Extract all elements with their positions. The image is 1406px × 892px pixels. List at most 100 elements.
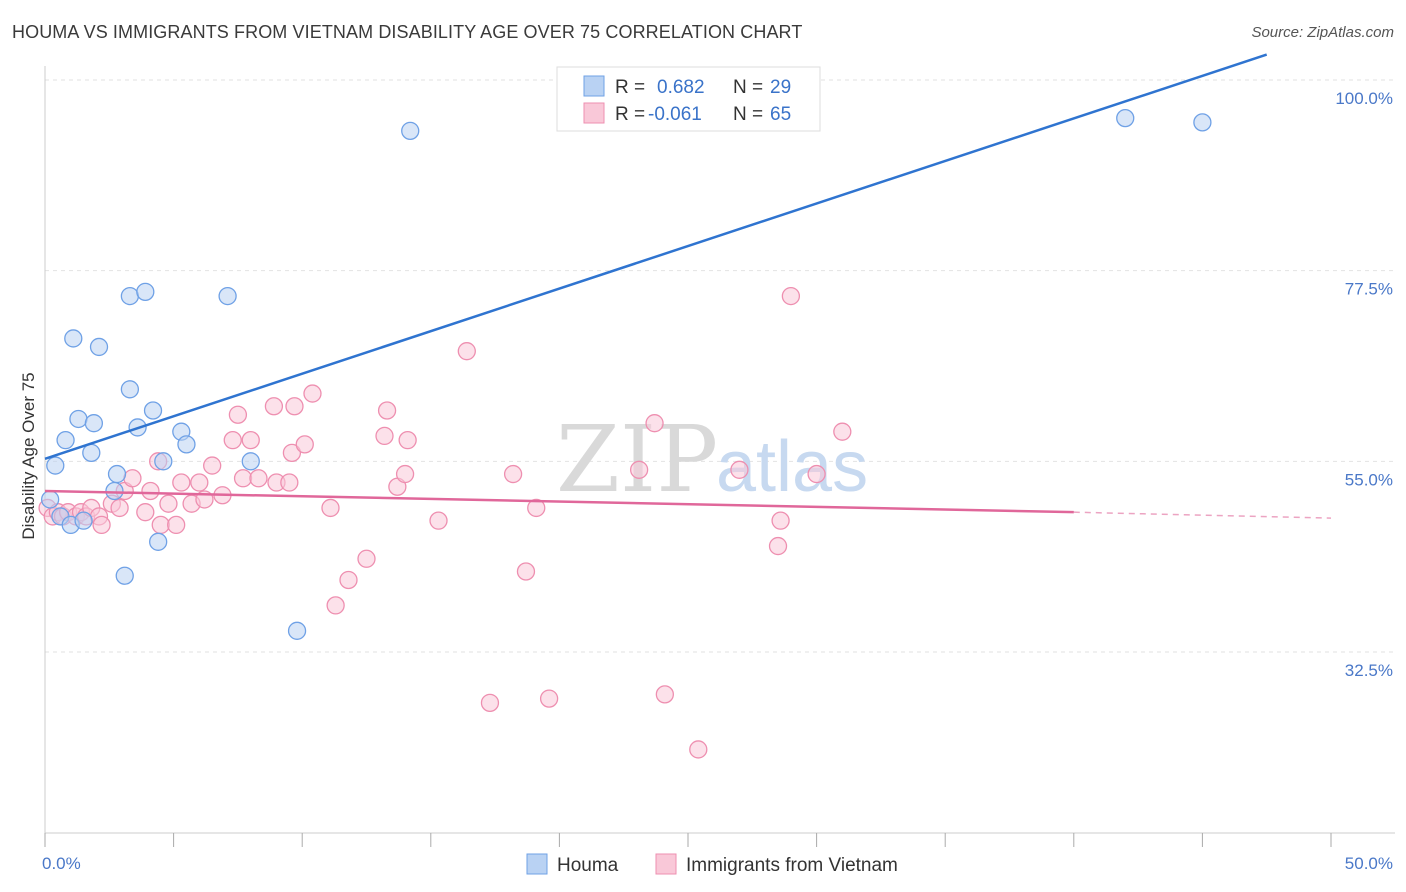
legend-r-label-houma: R = — [615, 77, 645, 98]
houma-point-8 — [82, 443, 101, 463]
y-tick-labels: 100.0% 77.5% 55.0% 32.5% — [1335, 89, 1393, 680]
series-houma-points — [40, 108, 1212, 640]
immigrants-point-10 — [92, 515, 111, 535]
immigrants-point-15 — [136, 503, 155, 522]
immigrants-point-34 — [280, 473, 299, 492]
y-tick-label-0: 100.0% — [1335, 89, 1393, 108]
immigrants-point-14 — [123, 469, 142, 488]
houma-point-12 — [107, 464, 127, 484]
immigrants-point-59 — [730, 460, 749, 479]
houma-point-20 — [154, 452, 173, 471]
immigrants-point-61 — [771, 511, 790, 530]
immigrants-point-18 — [151, 515, 170, 535]
immigrants-trend-line — [44, 489, 1074, 514]
immigrants-point-49 — [457, 342, 476, 361]
legend-r-label-immigrants: R = — [615, 104, 645, 125]
houma-point-24 — [241, 452, 260, 471]
immigrants-point-44 — [377, 401, 397, 420]
houma-point-11 — [105, 481, 124, 501]
legend-swatch-immigrants — [583, 102, 605, 124]
immigrants-point-27 — [223, 430, 242, 450]
chart-title: HOUMA VS IMMIGRANTS FROM VIETNAM DISABIL… — [12, 22, 803, 42]
immigrants-point-51 — [503, 464, 523, 484]
immigrants-trend-line-extension — [1073, 511, 1332, 519]
y-tick-label-2: 55.0% — [1345, 470, 1393, 489]
immigrants-point-32 — [264, 397, 284, 416]
immigrants-point-12 — [110, 498, 129, 518]
houma-point-22 — [177, 435, 196, 454]
grid-lines — [45, 79, 1395, 653]
immigrants-point-36 — [285, 397, 304, 416]
houma-point-9 — [84, 414, 104, 433]
immigrants-point-28 — [228, 405, 248, 424]
houma-point-0 — [40, 490, 60, 509]
legend-r-value-immigrants: -0.061 — [648, 104, 702, 125]
immigrants-point-47 — [398, 430, 417, 450]
immigrants-point-60 — [768, 536, 788, 556]
houma-point-18 — [143, 401, 163, 420]
series-immigrants-points — [38, 286, 852, 759]
y-tick-label-3: 32.5% — [1345, 661, 1393, 680]
houma-point-14 — [120, 380, 140, 399]
immigrants-point-52 — [516, 562, 536, 581]
houma-point-26 — [401, 121, 420, 140]
immigrants-point-38 — [303, 384, 322, 403]
x-tick-label-1: 50.0% — [1345, 854, 1393, 873]
immigrants-point-16 — [141, 481, 160, 501]
immigrants-point-53 — [527, 498, 546, 518]
immigrants-point-30 — [241, 430, 260, 450]
immigrants-point-56 — [645, 414, 664, 433]
axes — [44, 66, 1395, 847]
immigrants-point-54 — [539, 689, 559, 708]
legend-r-value-houma: 0.682 — [657, 77, 705, 98]
houma-point-13 — [115, 566, 134, 585]
source-credit: Source: ZipAtlas.com — [1251, 24, 1394, 41]
immigrants-point-64 — [833, 422, 852, 441]
x-tick-labels: 0.0% 50.0% — [42, 854, 1393, 873]
houma-point-5 — [64, 329, 83, 348]
immigrants-point-19 — [159, 494, 178, 513]
immigrants-point-43 — [375, 426, 394, 446]
immigrants-point-35 — [282, 443, 302, 463]
immigrants-point-39 — [321, 498, 340, 518]
series-legend: Houma Immigrants from Vietnam — [526, 853, 898, 876]
houma-trend-line — [44, 53, 1268, 460]
immigrants-point-50 — [480, 693, 500, 712]
legend-n-label-houma: N = — [733, 77, 763, 98]
legend-n-value-immigrants: 65 — [770, 104, 791, 125]
immigrants-point-31 — [249, 469, 268, 488]
houma-point-23 — [218, 286, 237, 306]
houma-point-7 — [74, 511, 93, 530]
houma-point-1 — [46, 456, 65, 475]
y-tick-label-1: 77.5% — [1345, 280, 1393, 299]
immigrants-point-63 — [807, 464, 826, 484]
houma-point-3 — [56, 430, 75, 450]
watermark-zip: ZIP — [556, 406, 718, 513]
immigrants-point-62 — [781, 286, 801, 306]
bottom-legend-houma: Houma — [557, 855, 619, 876]
immigrants-point-25 — [203, 456, 222, 475]
legend-swatch-houma — [583, 75, 605, 97]
legend-n-label-immigrants: N = — [733, 104, 763, 125]
bottom-legend-swatch-immigrants — [655, 853, 677, 875]
houma-point-15 — [120, 286, 140, 306]
immigrants-point-55 — [629, 460, 649, 479]
immigrants-point-58 — [689, 740, 708, 759]
immigrants-point-40 — [326, 596, 345, 615]
houma-point-6 — [69, 409, 88, 429]
houma-point-25 — [287, 621, 307, 640]
houma-point-10 — [89, 337, 109, 357]
bottom-legend-immigrants: Immigrants from Vietnam — [686, 855, 898, 876]
bottom-legend-swatch-houma — [526, 853, 548, 875]
houma-point-17 — [136, 282, 155, 302]
trend-lines — [44, 53, 1332, 519]
houma-point-19 — [149, 532, 168, 551]
y-axis-label: Disability Age Over 75 — [19, 372, 38, 539]
immigrants-point-46 — [395, 464, 415, 484]
immigrants-point-20 — [167, 515, 186, 535]
immigrants-point-41 — [339, 570, 358, 590]
immigrants-point-37 — [295, 435, 314, 454]
x-tick-label-0: 0.0% — [42, 854, 81, 873]
immigrants-point-29 — [233, 469, 253, 488]
